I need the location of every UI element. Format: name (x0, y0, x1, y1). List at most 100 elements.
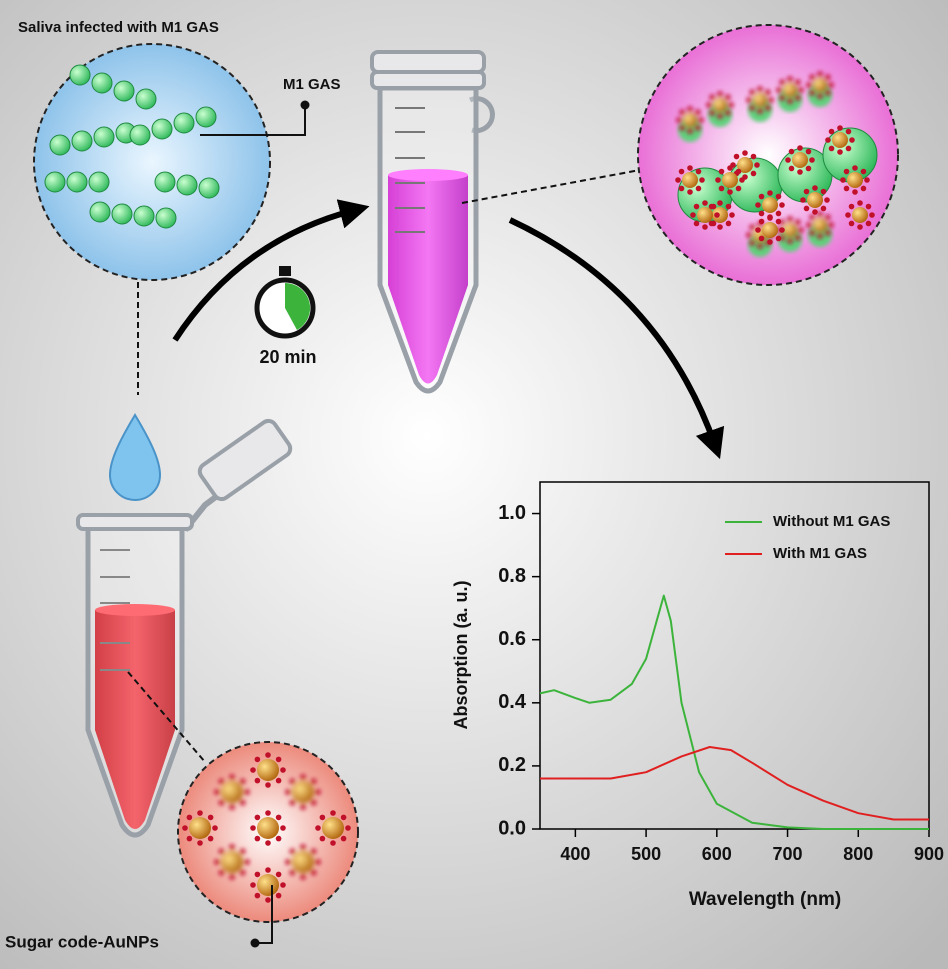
gold-core (257, 759, 279, 781)
ligand (825, 137, 831, 143)
ligand (728, 102, 734, 108)
gold-core (683, 113, 697, 127)
ligand (698, 117, 704, 123)
legend-label: Without M1 GAS (773, 513, 890, 530)
gold-core (322, 817, 344, 839)
x-tick-label: 900 (914, 844, 944, 864)
ligand (695, 185, 702, 192)
ligand (706, 102, 712, 108)
ligand (824, 197, 830, 203)
ligand (687, 165, 693, 171)
ligand (779, 79, 786, 86)
ligand (809, 74, 816, 81)
bacterium (154, 171, 176, 193)
ligand (852, 165, 858, 171)
ligand (300, 874, 306, 880)
ligand (837, 125, 843, 131)
ligand (679, 124, 686, 131)
ligand (845, 128, 852, 135)
ligand (794, 79, 801, 86)
ligand (695, 168, 702, 175)
ligand (817, 233, 823, 239)
ligand (764, 89, 771, 96)
gold-core (783, 83, 797, 97)
ligand (310, 778, 317, 785)
bacterium (93, 126, 115, 148)
ligand (330, 840, 336, 846)
ligand (809, 214, 816, 221)
ligand (254, 814, 261, 821)
ligand (775, 218, 782, 225)
bacterium (44, 171, 66, 193)
ligand (675, 177, 681, 183)
nanoparticle (690, 200, 720, 230)
ligand (794, 234, 801, 241)
y-tick-label: 0.4 (498, 691, 527, 713)
ligand (733, 153, 740, 160)
ligand (767, 215, 773, 221)
ligand (244, 789, 250, 795)
ligand (186, 814, 193, 821)
ligand (840, 177, 846, 183)
ligand (758, 210, 765, 217)
ligand (775, 210, 782, 217)
ligand (775, 235, 782, 242)
nanoparticle (285, 774, 321, 810)
ligand (345, 825, 351, 831)
ligand (275, 892, 282, 899)
x-tick-label: 800 (843, 844, 873, 864)
nanoparticle (315, 810, 351, 846)
ligand (797, 145, 803, 151)
ligand (218, 778, 225, 785)
ligand (265, 897, 271, 903)
bacterium (173, 112, 195, 134)
ligand (229, 844, 235, 850)
ligand (687, 106, 693, 112)
ligand (803, 205, 810, 212)
ligand (254, 777, 261, 784)
ligand (693, 220, 700, 227)
y-tick-label: 0.0 (498, 817, 526, 839)
nanoparticle (776, 216, 804, 244)
ligand (812, 185, 818, 191)
bacterium (129, 124, 151, 146)
bacterium (111, 203, 133, 225)
nanoparticle (675, 165, 705, 195)
ligand (239, 869, 246, 876)
ligand (300, 804, 306, 810)
bacterium (69, 64, 91, 86)
ligand (340, 835, 347, 842)
ligand (758, 235, 765, 242)
ligand (828, 128, 835, 135)
ligand (788, 165, 795, 172)
ligand (749, 89, 756, 96)
ligand (860, 168, 867, 175)
ligand (275, 756, 282, 763)
ligand (186, 835, 193, 842)
ligand (725, 220, 732, 227)
gold-core (813, 218, 827, 232)
ligand (820, 188, 827, 195)
nanoparticle (840, 165, 870, 195)
callout-dot (250, 938, 260, 948)
ligand (710, 203, 717, 210)
gold-core (257, 874, 279, 896)
ligand (678, 185, 685, 192)
ligand (857, 224, 863, 230)
nanoparticle (776, 76, 804, 104)
arrow (172, 199, 370, 342)
y-tick-label: 0.2 (498, 754, 526, 776)
ligand (714, 212, 720, 218)
x-tick-label: 400 (560, 844, 590, 864)
bacterium (71, 130, 93, 152)
nanoparticle (746, 86, 774, 114)
ligand (812, 209, 818, 215)
y-tick-label: 1.0 (498, 502, 526, 524)
ligand (849, 137, 855, 143)
ligand (218, 799, 225, 806)
ligand (250, 767, 256, 773)
ligand (250, 825, 256, 831)
nanoparticle (250, 867, 286, 903)
ligand (265, 752, 271, 758)
